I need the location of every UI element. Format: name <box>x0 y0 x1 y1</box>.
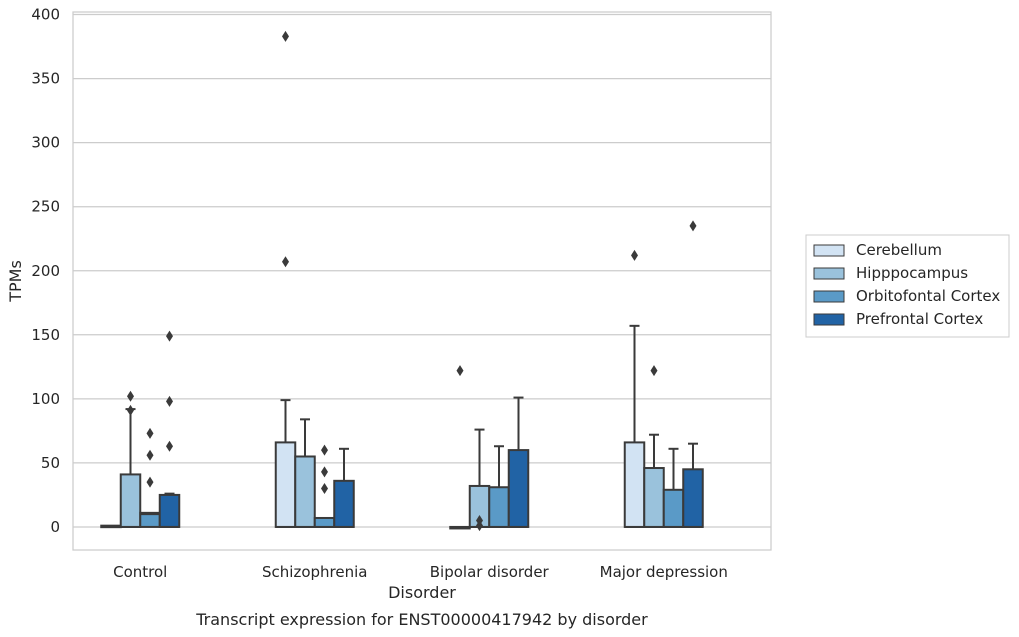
legend-swatch <box>813 244 845 257</box>
x-axis-title: Disorder <box>388 583 456 602</box>
y-tick-label: 150 <box>31 326 60 344</box>
outlier-point <box>282 30 289 42</box>
outlier-point <box>631 249 638 261</box>
y-tick-label: 50 <box>41 454 60 472</box>
box <box>294 455 316 528</box>
box <box>274 441 297 528</box>
box <box>623 441 646 528</box>
chart-caption: Transcript expression for ENST0000041794… <box>195 610 648 629</box>
box <box>158 493 181 528</box>
y-tick-label: 400 <box>31 6 60 24</box>
box <box>643 467 665 528</box>
x-tick-label: Major depression <box>600 563 728 581</box>
legend-swatch <box>813 290 845 303</box>
x-tick-label: Schizophrenia <box>262 563 367 581</box>
legend-label: Orbitofontal Cortex <box>856 287 1000 305</box>
outlier-point <box>456 365 464 377</box>
box-group <box>662 447 685 528</box>
outlier-point <box>321 466 328 478</box>
outlier-point <box>689 220 697 232</box>
box <box>682 468 704 528</box>
outlier-point <box>127 404 134 416</box>
box-group <box>294 418 316 528</box>
y-tick-label: 350 <box>31 70 60 88</box>
box <box>507 449 530 528</box>
x-tick-labels: Control Schizophrenia Bipolar disorder Majo… <box>113 563 728 581</box>
y-axis-title: TPMs <box>6 260 25 303</box>
box-group <box>507 396 530 528</box>
y-tick-label: 250 <box>31 198 60 216</box>
box-group <box>333 447 355 528</box>
outlier-point <box>146 449 154 461</box>
box-group <box>449 365 471 530</box>
grid-layer <box>73 13 771 528</box>
box-group <box>274 30 297 528</box>
outlier-point <box>321 483 328 495</box>
box <box>313 516 336 528</box>
box <box>119 473 142 528</box>
box <box>333 479 355 528</box>
box-group <box>643 365 665 528</box>
outlier-point <box>146 427 154 439</box>
outlier-point <box>476 515 483 527</box>
box <box>662 488 685 528</box>
box-group <box>682 220 704 528</box>
outlier-point <box>166 395 173 407</box>
outlier-point <box>321 444 328 456</box>
box-group <box>119 390 142 528</box>
y-tick-label: 300 <box>31 134 60 152</box>
y-tick-label: 200 <box>31 262 60 280</box>
box-group <box>623 249 646 528</box>
outlier-point <box>650 365 658 377</box>
legend-label: Hipppocampus <box>856 264 968 282</box>
y-tick-label: 100 <box>31 390 60 408</box>
y-tick-labels: 0 50 100 150 200 250 300 350 400 <box>31 6 60 536</box>
outlier-point <box>166 440 173 452</box>
legend-swatch <box>813 267 845 280</box>
box-group <box>100 524 122 529</box>
box-layer <box>100 30 704 532</box>
x-tick-label: Control <box>113 563 167 581</box>
legend: Cerebellum Hipppocampus Orbitofontal Corte… <box>805 234 1010 338</box>
legend-swatch <box>813 313 845 326</box>
box-group <box>468 428 491 532</box>
box-group <box>488 445 510 528</box>
y-tick-label: 0 <box>50 518 60 536</box>
x-tick-label: Bipolar disorder <box>430 563 550 581</box>
outlier-point <box>127 390 134 402</box>
box-group <box>313 444 336 528</box>
outlier-point <box>146 476 154 488</box>
box <box>488 486 510 528</box>
outlier-point <box>166 330 173 342</box>
plot-frame <box>72 11 772 551</box>
box-group <box>158 330 181 528</box>
outlier-point <box>282 256 289 268</box>
legend-label: Prefrontal Cortex <box>856 310 983 328</box>
legend-label: Cerebellum <box>856 241 942 259</box>
box-group <box>139 427 161 528</box>
